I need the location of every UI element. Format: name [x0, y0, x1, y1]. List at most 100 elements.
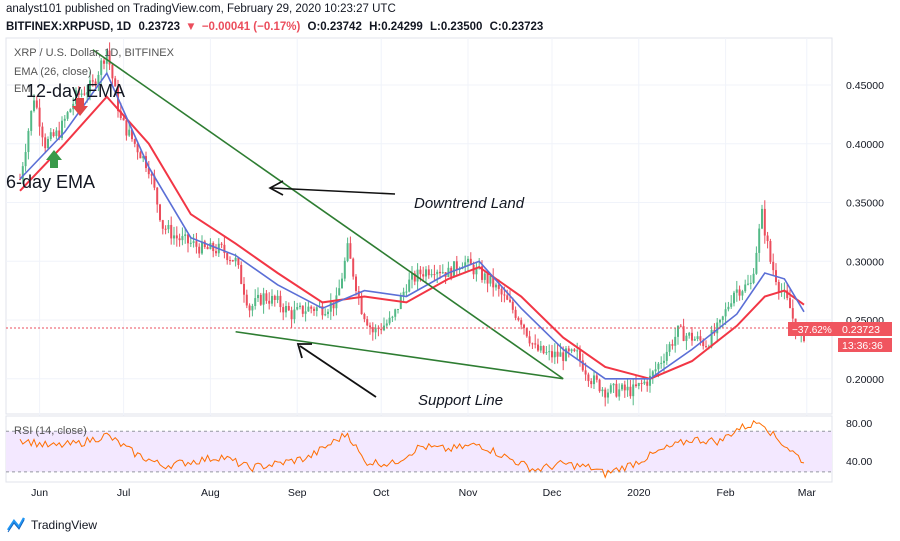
downtrend-arrow-icon	[268, 180, 396, 196]
candle-body	[24, 152, 27, 167]
time-tick-label: Feb	[717, 487, 735, 499]
downtrend-line[interactable]	[92, 49, 564, 380]
candle-body	[86, 92, 89, 95]
candle-body	[268, 300, 271, 304]
candle-body	[551, 351, 553, 358]
candle-body	[108, 50, 111, 65]
candle-body	[629, 386, 632, 397]
candle-body	[595, 375, 598, 380]
candle-body	[663, 360, 665, 363]
candle-body	[47, 138, 49, 149]
candle-body	[240, 265, 243, 284]
candle-body	[159, 204, 161, 221]
candle-body	[125, 120, 128, 136]
candle-body	[416, 269, 419, 282]
candle-body	[153, 175, 156, 188]
candle-body	[343, 260, 346, 279]
ema-blue-line	[19, 71, 805, 380]
candle-body	[304, 311, 307, 314]
candle-body	[553, 351, 556, 358]
candle-body	[105, 50, 108, 64]
rsi-lower-tick: 40.00	[846, 456, 872, 468]
svg-text:BITFINEX:XRPUSD, 1D 0.23: BITFINEX:XRPUSD, 1D 0.23723 ▼ −0.00041 (…	[6, 21, 543, 33]
candle-body	[769, 241, 772, 262]
candle-body	[164, 228, 167, 230]
candle-body	[511, 301, 514, 310]
candle-body	[147, 168, 150, 175]
time-axis[interactable]: Jun Jul Aug Sep Oct Nov Dec 2020 Feb Mar	[31, 487, 816, 499]
candle-body	[749, 282, 752, 284]
candle-body	[674, 336, 677, 346]
candle-body	[537, 344, 539, 351]
candle-body	[433, 274, 436, 276]
candle-body	[313, 308, 315, 311]
candle-body	[467, 258, 469, 263]
candle-body	[688, 332, 691, 336]
time-tick-label: Nov	[459, 487, 478, 499]
candle-body	[61, 120, 63, 138]
rsi-label: RSI (14, close)	[14, 425, 87, 437]
support-line[interactable]	[235, 330, 564, 380]
candle-body	[257, 294, 259, 299]
price-pane[interactable]	[5, 37, 833, 415]
candle-body	[590, 381, 593, 385]
candle-body	[612, 383, 615, 386]
candle-body	[161, 220, 164, 229]
candle-body	[665, 351, 668, 361]
candle-body	[97, 74, 100, 85]
candle-body	[503, 294, 506, 296]
candle-body	[391, 316, 394, 318]
candle-body	[506, 295, 509, 300]
candle-body	[55, 130, 58, 137]
candle-body	[69, 109, 72, 113]
candle-body	[248, 305, 251, 311]
candle-body	[273, 295, 276, 300]
candle-body	[733, 292, 735, 304]
candle-body	[430, 274, 433, 276]
candle-body	[671, 344, 674, 346]
candle-body	[402, 291, 405, 296]
candle-body	[111, 64, 114, 79]
candle-body	[363, 314, 366, 320]
candle-body	[660, 362, 663, 364]
candle-body	[189, 242, 192, 244]
candle-body	[408, 279, 411, 292]
candle-body	[525, 328, 528, 337]
candle-body	[601, 389, 604, 392]
price-tick-label: 0.20000	[846, 374, 884, 386]
candle-body	[41, 126, 44, 138]
candle-body	[329, 302, 332, 312]
candle-body	[167, 224, 170, 230]
buy-arrow-icon	[46, 150, 62, 168]
candle-body	[763, 208, 766, 236]
tradingview-brand: TradingView	[31, 518, 97, 532]
tradingview-logo[interactable]: TradingView	[7, 517, 97, 533]
candle-body	[83, 93, 86, 95]
candle-body	[581, 360, 584, 371]
candle-body	[587, 374, 590, 382]
candle-body	[119, 111, 122, 118]
candle-body	[58, 130, 61, 138]
candle-body	[702, 340, 705, 347]
candle-body	[75, 90, 77, 104]
candle-body	[142, 156, 145, 159]
candle-body	[355, 276, 357, 291]
candle-body	[388, 317, 391, 324]
candle-body	[772, 261, 775, 271]
candle-body	[237, 257, 240, 266]
candle-body	[234, 257, 237, 262]
candle-body	[374, 327, 377, 333]
candle-body	[651, 371, 654, 376]
candle-body	[710, 329, 713, 347]
time-tick-label: Sep	[288, 487, 307, 499]
candle-body	[66, 112, 69, 119]
tradingview-logo-icon	[7, 517, 26, 533]
timer-badge-text: 13:36:36	[842, 340, 883, 352]
price-badge-text: 0.23723	[842, 324, 880, 336]
candle-body	[271, 295, 273, 304]
price-axis[interactable]: 0.450000.400000.350000.300000.250000.200…	[846, 80, 884, 386]
candle-body	[195, 241, 198, 247]
rsi-upper-tick: 80.00	[846, 418, 872, 430]
candle-body	[523, 324, 525, 329]
candle-body	[567, 348, 570, 352]
